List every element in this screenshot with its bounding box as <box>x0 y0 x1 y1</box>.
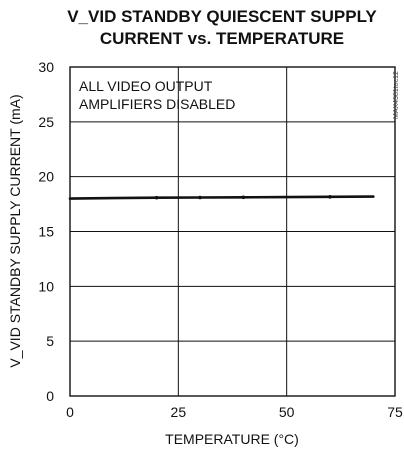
y-tick-label-2: 10 <box>38 278 54 294</box>
ticks-layer: 0 25 50 75 0 5 10 15 20 25 30 <box>38 59 403 420</box>
x-tick-label-1: 25 <box>171 404 187 420</box>
y-tick-label-0: 0 <box>46 388 54 404</box>
series-point-0-2 <box>241 195 246 200</box>
x-tick-label-2: 50 <box>279 404 295 420</box>
y-tick-label-1: 5 <box>46 333 54 349</box>
series-line-0 <box>68 195 375 200</box>
plot-frame <box>69 66 396 397</box>
y-tick-label-5: 25 <box>38 114 54 130</box>
x-tick-label-0: 0 <box>66 404 74 420</box>
annotation-line-1: ALL VIDEO OUTPUT <box>79 78 213 94</box>
y-tick-label-3: 15 <box>38 224 54 240</box>
x-tick-label-3: 75 <box>387 404 403 420</box>
series-point-0-3 <box>328 195 332 199</box>
annotation-line-2: AMPLIFIERS DISABLED <box>79 96 235 112</box>
series-layer <box>68 195 375 200</box>
series-point-0-1 <box>198 195 202 200</box>
chart-title-line-2: CURRENT vs. TEMPERATURE <box>100 29 344 48</box>
chart-title-line-1: V_VID STANDBY QUIESCENT SUPPLY <box>67 7 377 26</box>
y-tick-label-4: 20 <box>38 169 54 185</box>
figure-code: MAX4381toc12 <box>393 71 400 119</box>
grid-layer <box>70 67 395 396</box>
series-point-0-0 <box>154 195 159 200</box>
y-axis-label: V_VID STANDBY SUPPLY CURRENT (mA) <box>7 94 23 367</box>
y-tick-label-6: 30 <box>38 59 54 75</box>
x-axis-label: TEMPERATURE (°C) <box>165 431 299 447</box>
